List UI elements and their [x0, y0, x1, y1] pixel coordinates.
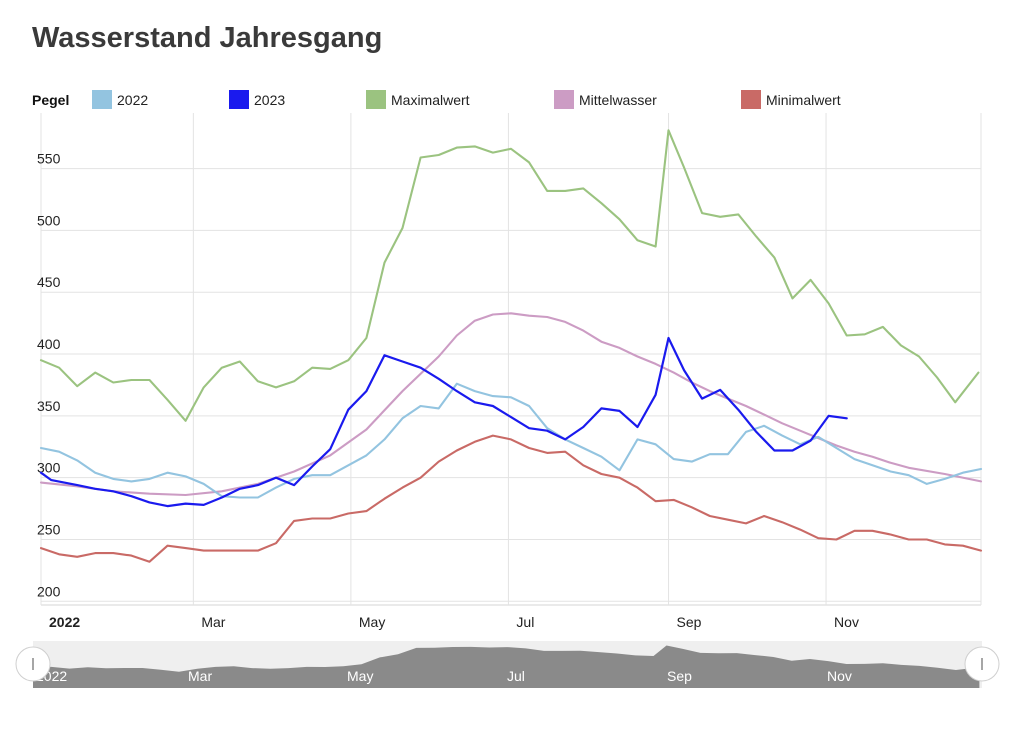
- navigator-label-4: Sep: [667, 668, 692, 684]
- legend-swatch-2[interactable]: [366, 90, 386, 109]
- navigator-series-area: [33, 645, 980, 688]
- series-line-mittelwasser[interactable]: [39, 312, 983, 497]
- navigator-label-3: Jul: [507, 668, 525, 684]
- y-axis: 200 250 300 350 400 450 500 550: [37, 151, 61, 600]
- x-tick-label-3: Jul: [516, 614, 534, 630]
- legend-swatch-4[interactable]: [741, 90, 761, 109]
- y-tick-label-4: 400: [37, 336, 61, 352]
- legend-label-3[interactable]: Mittelwasser: [579, 92, 657, 108]
- navigator-label-2: May: [347, 668, 373, 684]
- series-line-2023[interactable]: [39, 336, 848, 508]
- y-tick-label-6: 500: [37, 212, 61, 228]
- legend-swatch-3[interactable]: [554, 90, 574, 109]
- x-tick-label-4: Sep: [677, 614, 702, 630]
- y-tick-label-2: 300: [37, 460, 61, 476]
- legend-label-2[interactable]: Maximalwert: [391, 92, 470, 108]
- series-line-2022[interactable]: [39, 382, 983, 499]
- x-tick-label-1: Mar: [201, 614, 225, 630]
- x-tick-label-2: May: [359, 614, 385, 630]
- x-tick-label-0: 2022: [49, 614, 80, 630]
- y-tick-label-0: 200: [37, 583, 61, 599]
- legend: Pegel 2022 2023 Maximalwert Mittelwasser Min…: [32, 90, 841, 109]
- x-tick-label-5: Nov: [834, 614, 859, 630]
- y-tick-label-3: 350: [37, 398, 61, 414]
- series-line-minimalwert[interactable]: [39, 434, 983, 563]
- navigator-label-1: Mar: [188, 668, 212, 684]
- series-layer: [39, 129, 983, 563]
- navigator-label-5: Nov: [827, 668, 852, 684]
- legend-swatch-1[interactable]: [229, 90, 249, 109]
- legend-title: Pegel: [32, 92, 69, 108]
- y-tick-label-1: 250: [37, 521, 61, 537]
- legend-swatch-0[interactable]: [92, 90, 112, 109]
- page-title: Wasserstand Jahresgang: [32, 22, 383, 54]
- x-axis: 2022 Mar May Jul Sep Nov: [49, 614, 859, 630]
- y-tick-label-5: 450: [37, 274, 61, 290]
- legend-label-0[interactable]: 2022: [117, 92, 148, 108]
- legend-label-4[interactable]: Minimalwert: [766, 92, 841, 108]
- series-line-maximalwert[interactable]: [39, 129, 980, 422]
- grid: [40, 113, 982, 606]
- legend-label-1[interactable]: 2023: [254, 92, 285, 108]
- y-tick-label-7: 550: [37, 151, 61, 167]
- navigator[interactable]: 2022 Mar May Jul Sep Nov: [15, 641, 1000, 688]
